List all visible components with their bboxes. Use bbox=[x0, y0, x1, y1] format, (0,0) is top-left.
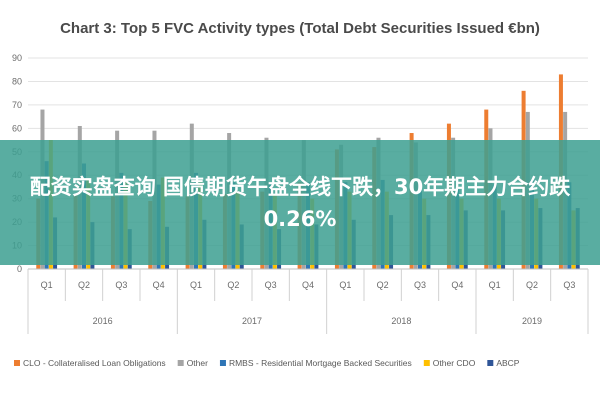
legend-label: CLO - Collateralised Loan Obligations bbox=[23, 358, 166, 368]
x-tick-label: Q3 bbox=[414, 280, 426, 290]
chart-title: Chart 3: Top 5 FVC Activity types (Total… bbox=[60, 20, 540, 37]
legend-swatch bbox=[177, 360, 184, 366]
banner-text: 配资实盘查询 国债期货午盘全线下跌，30年期主力合约跌0.26% bbox=[29, 174, 571, 231]
y-tick-label: 0 bbox=[17, 264, 22, 274]
x-tick-label: Q1 bbox=[190, 280, 202, 290]
y-tick-label: 70 bbox=[12, 100, 22, 110]
x-axis: Q1 Q2 Q3 Q4 Q1 Q2 Q3 Q4 Q1 Q2 Q3 Q4 Q1 Q2 Q3 2016 2017 20… bbox=[27, 268, 589, 334]
year-label: 2016 bbox=[93, 316, 113, 326]
year-label: 2018 bbox=[391, 316, 411, 326]
legend-label: ABCP bbox=[496, 358, 519, 368]
legend-label: RMBS - Residential Mortgage Backed Secur… bbox=[229, 358, 412, 368]
year-label: 2019 bbox=[522, 316, 542, 326]
x-tick-label: Q4 bbox=[302, 280, 314, 290]
legend-label: Other CDO bbox=[433, 358, 476, 368]
x-tick-label: Q4 bbox=[451, 280, 463, 290]
x-tick-label: Q2 bbox=[377, 280, 389, 290]
overlay-banner: 配资实盘查询 国债期货午盘全线下跌，30年期主力合约跌0.26% bbox=[0, 140, 600, 265]
year-label: 2017 bbox=[242, 316, 262, 326]
legend: CLO - Collateralised Loan Obligations Oth… bbox=[14, 358, 520, 368]
legend-label: Other bbox=[187, 358, 208, 368]
x-tick-label: Q3 bbox=[115, 280, 127, 290]
x-tick-label: Q1 bbox=[41, 280, 53, 290]
x-tick-label: Q1 bbox=[339, 280, 351, 290]
y-tick-label: 60 bbox=[12, 123, 22, 133]
legend-swatch bbox=[14, 360, 20, 366]
x-tick-label: Q2 bbox=[227, 280, 239, 290]
x-tick-label: Q3 bbox=[265, 280, 277, 290]
x-tick-label: Q3 bbox=[563, 280, 575, 290]
x-tick-label: Q4 bbox=[153, 280, 165, 290]
x-tick-label: Q2 bbox=[78, 280, 90, 290]
x-tick-label: Q2 bbox=[526, 280, 538, 290]
x-tick-label: Q1 bbox=[489, 280, 501, 290]
legend-swatch bbox=[423, 360, 430, 366]
y-tick-label: 80 bbox=[12, 76, 22, 86]
legend-swatch bbox=[219, 360, 226, 366]
legend-swatch bbox=[487, 360, 494, 366]
y-tick-label: 90 bbox=[12, 53, 22, 63]
